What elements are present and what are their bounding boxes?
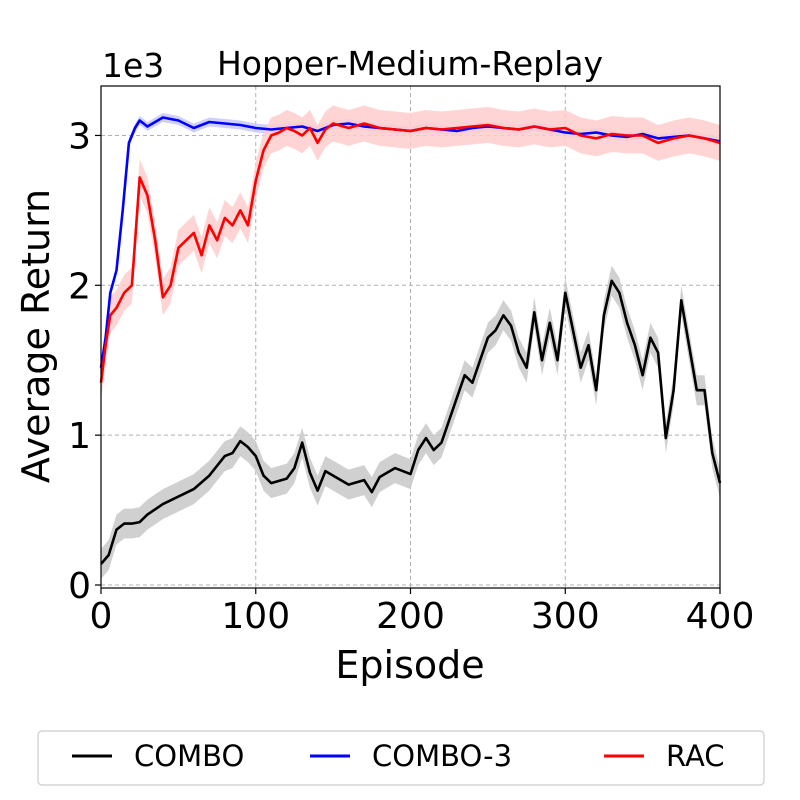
legend: COMBO COMBO-3 RAC [37,730,765,786]
y-tick-label: 0 [68,566,91,607]
y-axis-title: Average Return [14,189,58,483]
y-tick-label: 3 [68,116,91,157]
series-line-rac [99,122,721,383]
legend-frame [37,730,765,786]
x-tick-label: 400 [686,596,755,637]
x-tick-label: 200 [376,596,445,637]
series-line-combo-3 [99,116,721,368]
series-line-combo [100,279,722,565]
legend-label: RAC [666,739,725,773]
y-tick-label: 1 [68,416,91,457]
y-tick-label: 2 [68,266,91,307]
legend-label: COMBO [134,739,244,773]
x-tick-label: 300 [531,596,600,637]
legend-label: COMBO-3 [372,739,512,773]
series-lines [99,116,722,565]
axis-ticks: 0 100 200 300 400 0 1 2 3 [68,116,754,637]
x-tick-label: 100 [221,596,290,637]
x-axis-title: Episode [335,643,484,687]
chart-title: Hopper-Medium-Replay [217,44,603,83]
x-tick-label: 0 [90,596,113,637]
y-scale-label: 1e3 [102,46,164,85]
